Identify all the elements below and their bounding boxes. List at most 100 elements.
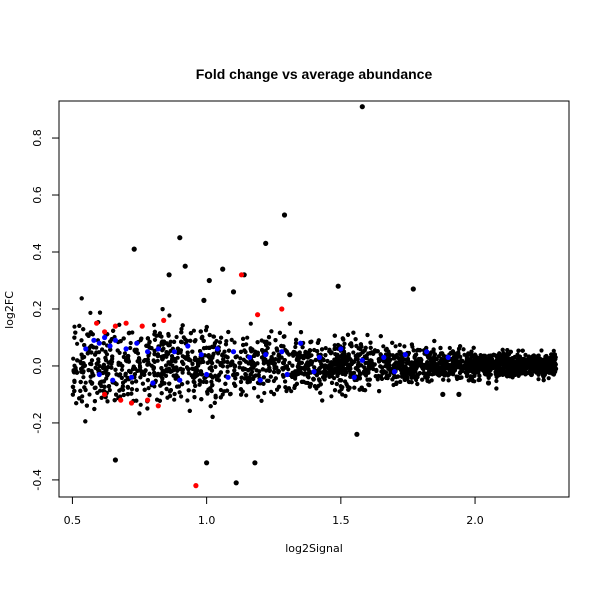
scatter-point (409, 367, 414, 372)
scatter-point (284, 371, 290, 378)
scatter-point (503, 355, 508, 360)
scatter-point (340, 366, 345, 371)
scatter-point (375, 377, 380, 382)
scatter-point (528, 371, 535, 378)
scatter-point (506, 356, 511, 361)
scatter-point (145, 378, 150, 383)
scatter-point (335, 283, 341, 289)
scatter-point (273, 338, 278, 343)
scatter-point (281, 374, 286, 379)
scatter-point (229, 337, 234, 342)
scatter-point (208, 365, 214, 370)
scatter-point (536, 359, 541, 364)
scatter-point (193, 483, 199, 489)
scatter-point (340, 371, 345, 376)
scatter-point (497, 369, 502, 374)
scatter-point (204, 460, 210, 466)
scatter-point (531, 353, 537, 358)
scatter-point (175, 368, 180, 373)
scatter-point (290, 363, 295, 368)
scatter-point (323, 363, 328, 368)
scatter-point (243, 359, 249, 364)
scatter-point (351, 374, 357, 380)
scatter-point (404, 366, 409, 371)
scatter-point (185, 380, 190, 385)
scatter-point (198, 352, 204, 358)
scatter-point (404, 375, 410, 380)
scatter-point (262, 339, 267, 344)
scatter-point (307, 384, 312, 389)
scatter-point (261, 361, 266, 366)
scatter-point (433, 363, 438, 368)
scatter-point (456, 350, 461, 355)
scatter-point (332, 333, 337, 338)
scatter-point (313, 357, 318, 363)
y-tick-label: 0.2 (31, 300, 44, 318)
scatter-point (181, 361, 186, 366)
scatter-point (238, 272, 245, 278)
scatter-point (553, 366, 559, 372)
scatter-point (223, 381, 228, 386)
scatter-point (429, 378, 434, 383)
scatter-point (218, 387, 223, 393)
scatter-point (120, 363, 125, 369)
scatter-point (70, 392, 75, 397)
scatter-point (338, 346, 344, 352)
scatter-point (373, 374, 378, 379)
scatter-point (196, 363, 201, 368)
scatter-point (516, 348, 521, 353)
scatter-point (420, 377, 425, 382)
scatter-point (88, 310, 93, 315)
scatter-point (177, 390, 182, 395)
scatter-point (186, 371, 191, 376)
scatter-point (160, 348, 165, 353)
scatter-point (121, 354, 126, 360)
scatter-point (271, 351, 276, 356)
scatter-point (218, 361, 223, 366)
scatter-point (407, 379, 412, 385)
scatter-point (381, 370, 386, 375)
scatter-point (381, 354, 387, 360)
scatter-point (138, 375, 143, 380)
scatter-point (298, 330, 304, 335)
scatter-point (206, 353, 211, 358)
scatter-point (111, 328, 116, 333)
scatter-point (79, 338, 84, 343)
scatter-point (263, 352, 269, 358)
scatter-point (494, 386, 499, 391)
scatter-point (110, 354, 115, 359)
scatter-point (179, 339, 184, 344)
scatter-point (410, 286, 416, 292)
scatter-point (79, 366, 84, 371)
scatter-point (425, 366, 430, 371)
scatter-point (366, 382, 371, 387)
scatter-point (248, 346, 253, 351)
scatter-point (336, 362, 341, 367)
scatter-point (392, 356, 397, 361)
scatter-point (245, 335, 250, 340)
scatter-point (135, 359, 140, 364)
scatter-point (102, 329, 108, 335)
scatter-point (164, 386, 169, 392)
scatter-point (83, 346, 89, 352)
scatter-point (240, 389, 245, 394)
scatter-point (261, 375, 266, 380)
scatter-point (96, 371, 102, 378)
scatter-point (134, 340, 140, 346)
scatter-point (359, 104, 365, 110)
scatter-point (71, 356, 76, 361)
scatter-point (349, 358, 354, 364)
scatter-point (83, 380, 88, 385)
scatter-point (180, 382, 185, 387)
scatter-point (406, 359, 411, 364)
scatter-point (269, 389, 274, 394)
scatter-point (147, 345, 152, 350)
scatter-point (290, 371, 295, 376)
scatter-point (292, 385, 297, 390)
scatter-point (243, 349, 248, 355)
scatter-point (373, 349, 378, 354)
scatter-point (75, 341, 80, 346)
scatter-point (532, 365, 537, 370)
scatter-point (402, 352, 408, 358)
scatter-point (125, 392, 130, 397)
